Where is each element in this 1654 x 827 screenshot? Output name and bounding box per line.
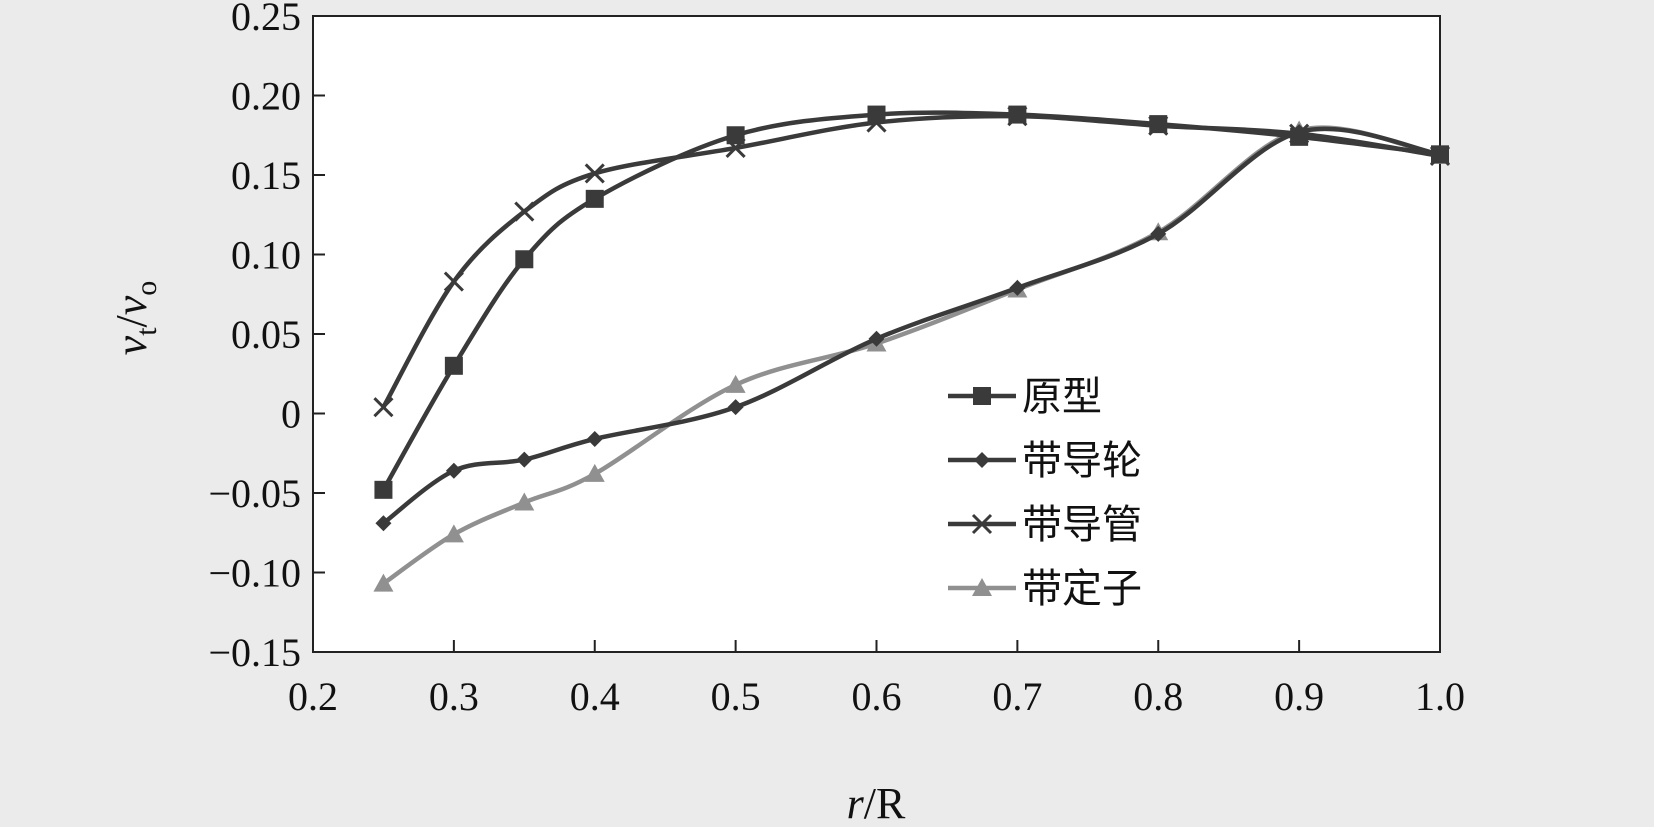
legend-label: 带导管 bbox=[1022, 502, 1142, 548]
data-point bbox=[445, 462, 462, 479]
data-point bbox=[514, 201, 535, 222]
data-point bbox=[1150, 225, 1167, 242]
x-tick-label: 0.4 bbox=[570, 674, 620, 719]
legend-label: 原型 bbox=[1022, 374, 1102, 420]
series-line bbox=[381, 110, 1441, 491]
legend-label: 带导轮 bbox=[1022, 438, 1142, 484]
data-point bbox=[1008, 105, 1027, 124]
x-tick-label: 0.8 bbox=[1133, 674, 1183, 719]
data-point bbox=[725, 374, 746, 393]
legend-marker bbox=[974, 452, 990, 468]
data-point bbox=[443, 271, 464, 292]
legend-marker bbox=[971, 513, 993, 535]
data-point bbox=[586, 430, 603, 447]
y-tick-label: −0.05 bbox=[208, 471, 301, 516]
legend-item: 原型 bbox=[948, 374, 1102, 420]
data-point bbox=[375, 515, 392, 532]
data-point bbox=[584, 463, 605, 482]
y-axis-label: vt/vo bbox=[107, 281, 163, 356]
legend-item: 带导管 bbox=[948, 502, 1142, 548]
data-point bbox=[373, 573, 394, 592]
x-tick-label: 0.5 bbox=[711, 674, 761, 719]
data-point bbox=[867, 105, 886, 124]
legend-item: 带导轮 bbox=[948, 438, 1142, 484]
x-axis-ticks: 0.2 0.3 0.4 0.5 0.6 0.7 0.8 0.9 1.0 bbox=[288, 640, 1465, 719]
y-tick-label: 0.05 bbox=[231, 312, 301, 357]
legend-marker bbox=[972, 578, 992, 596]
legend-marker bbox=[973, 387, 991, 405]
data-point bbox=[1009, 279, 1026, 296]
data-point bbox=[584, 163, 605, 184]
y-axis-label-text: vt/vo bbox=[107, 281, 163, 356]
data-point bbox=[1149, 115, 1168, 134]
data-point bbox=[727, 399, 744, 416]
data-point bbox=[515, 250, 534, 269]
x-tick-label: 0.7 bbox=[992, 674, 1042, 719]
x-tick-label: 0.9 bbox=[1274, 674, 1324, 719]
y-tick-label: 0.25 bbox=[231, 0, 301, 39]
data-point bbox=[1290, 127, 1309, 146]
y-tick-label: 0.10 bbox=[231, 233, 301, 278]
y-tick-label: −0.15 bbox=[208, 630, 301, 675]
data-point bbox=[443, 524, 464, 543]
y-tick-label: 0.15 bbox=[231, 153, 301, 198]
y-tick-label: 0 bbox=[281, 392, 301, 437]
y-axis-ticks: 0.25 0.20 0.15 0.10 0.05 0 −0.05 −0.10 −0.15 bbox=[208, 0, 325, 675]
series-1 bbox=[374, 105, 1449, 499]
data-point bbox=[726, 126, 745, 145]
x-tick-label: 0.6 bbox=[852, 674, 902, 719]
y-tick-label: 0.20 bbox=[231, 74, 301, 119]
data-point bbox=[516, 451, 533, 468]
data-point bbox=[514, 492, 535, 511]
data-point bbox=[585, 189, 604, 208]
data-point bbox=[868, 330, 885, 347]
series-layer bbox=[373, 105, 1451, 592]
legend-item: 带定子 bbox=[948, 566, 1142, 612]
x-tick-label: 1.0 bbox=[1415, 674, 1465, 719]
x-tick-label: 0.3 bbox=[429, 674, 479, 719]
data-point bbox=[374, 480, 393, 499]
y-tick-label: −0.10 bbox=[208, 551, 301, 596]
x-tick-label: 0.2 bbox=[288, 674, 338, 719]
x-axis-label: r/R bbox=[847, 779, 906, 827]
data-point bbox=[373, 397, 394, 418]
data-point bbox=[444, 356, 463, 375]
legend-label: 带定子 bbox=[1022, 566, 1142, 612]
data-point bbox=[1431, 145, 1449, 164]
